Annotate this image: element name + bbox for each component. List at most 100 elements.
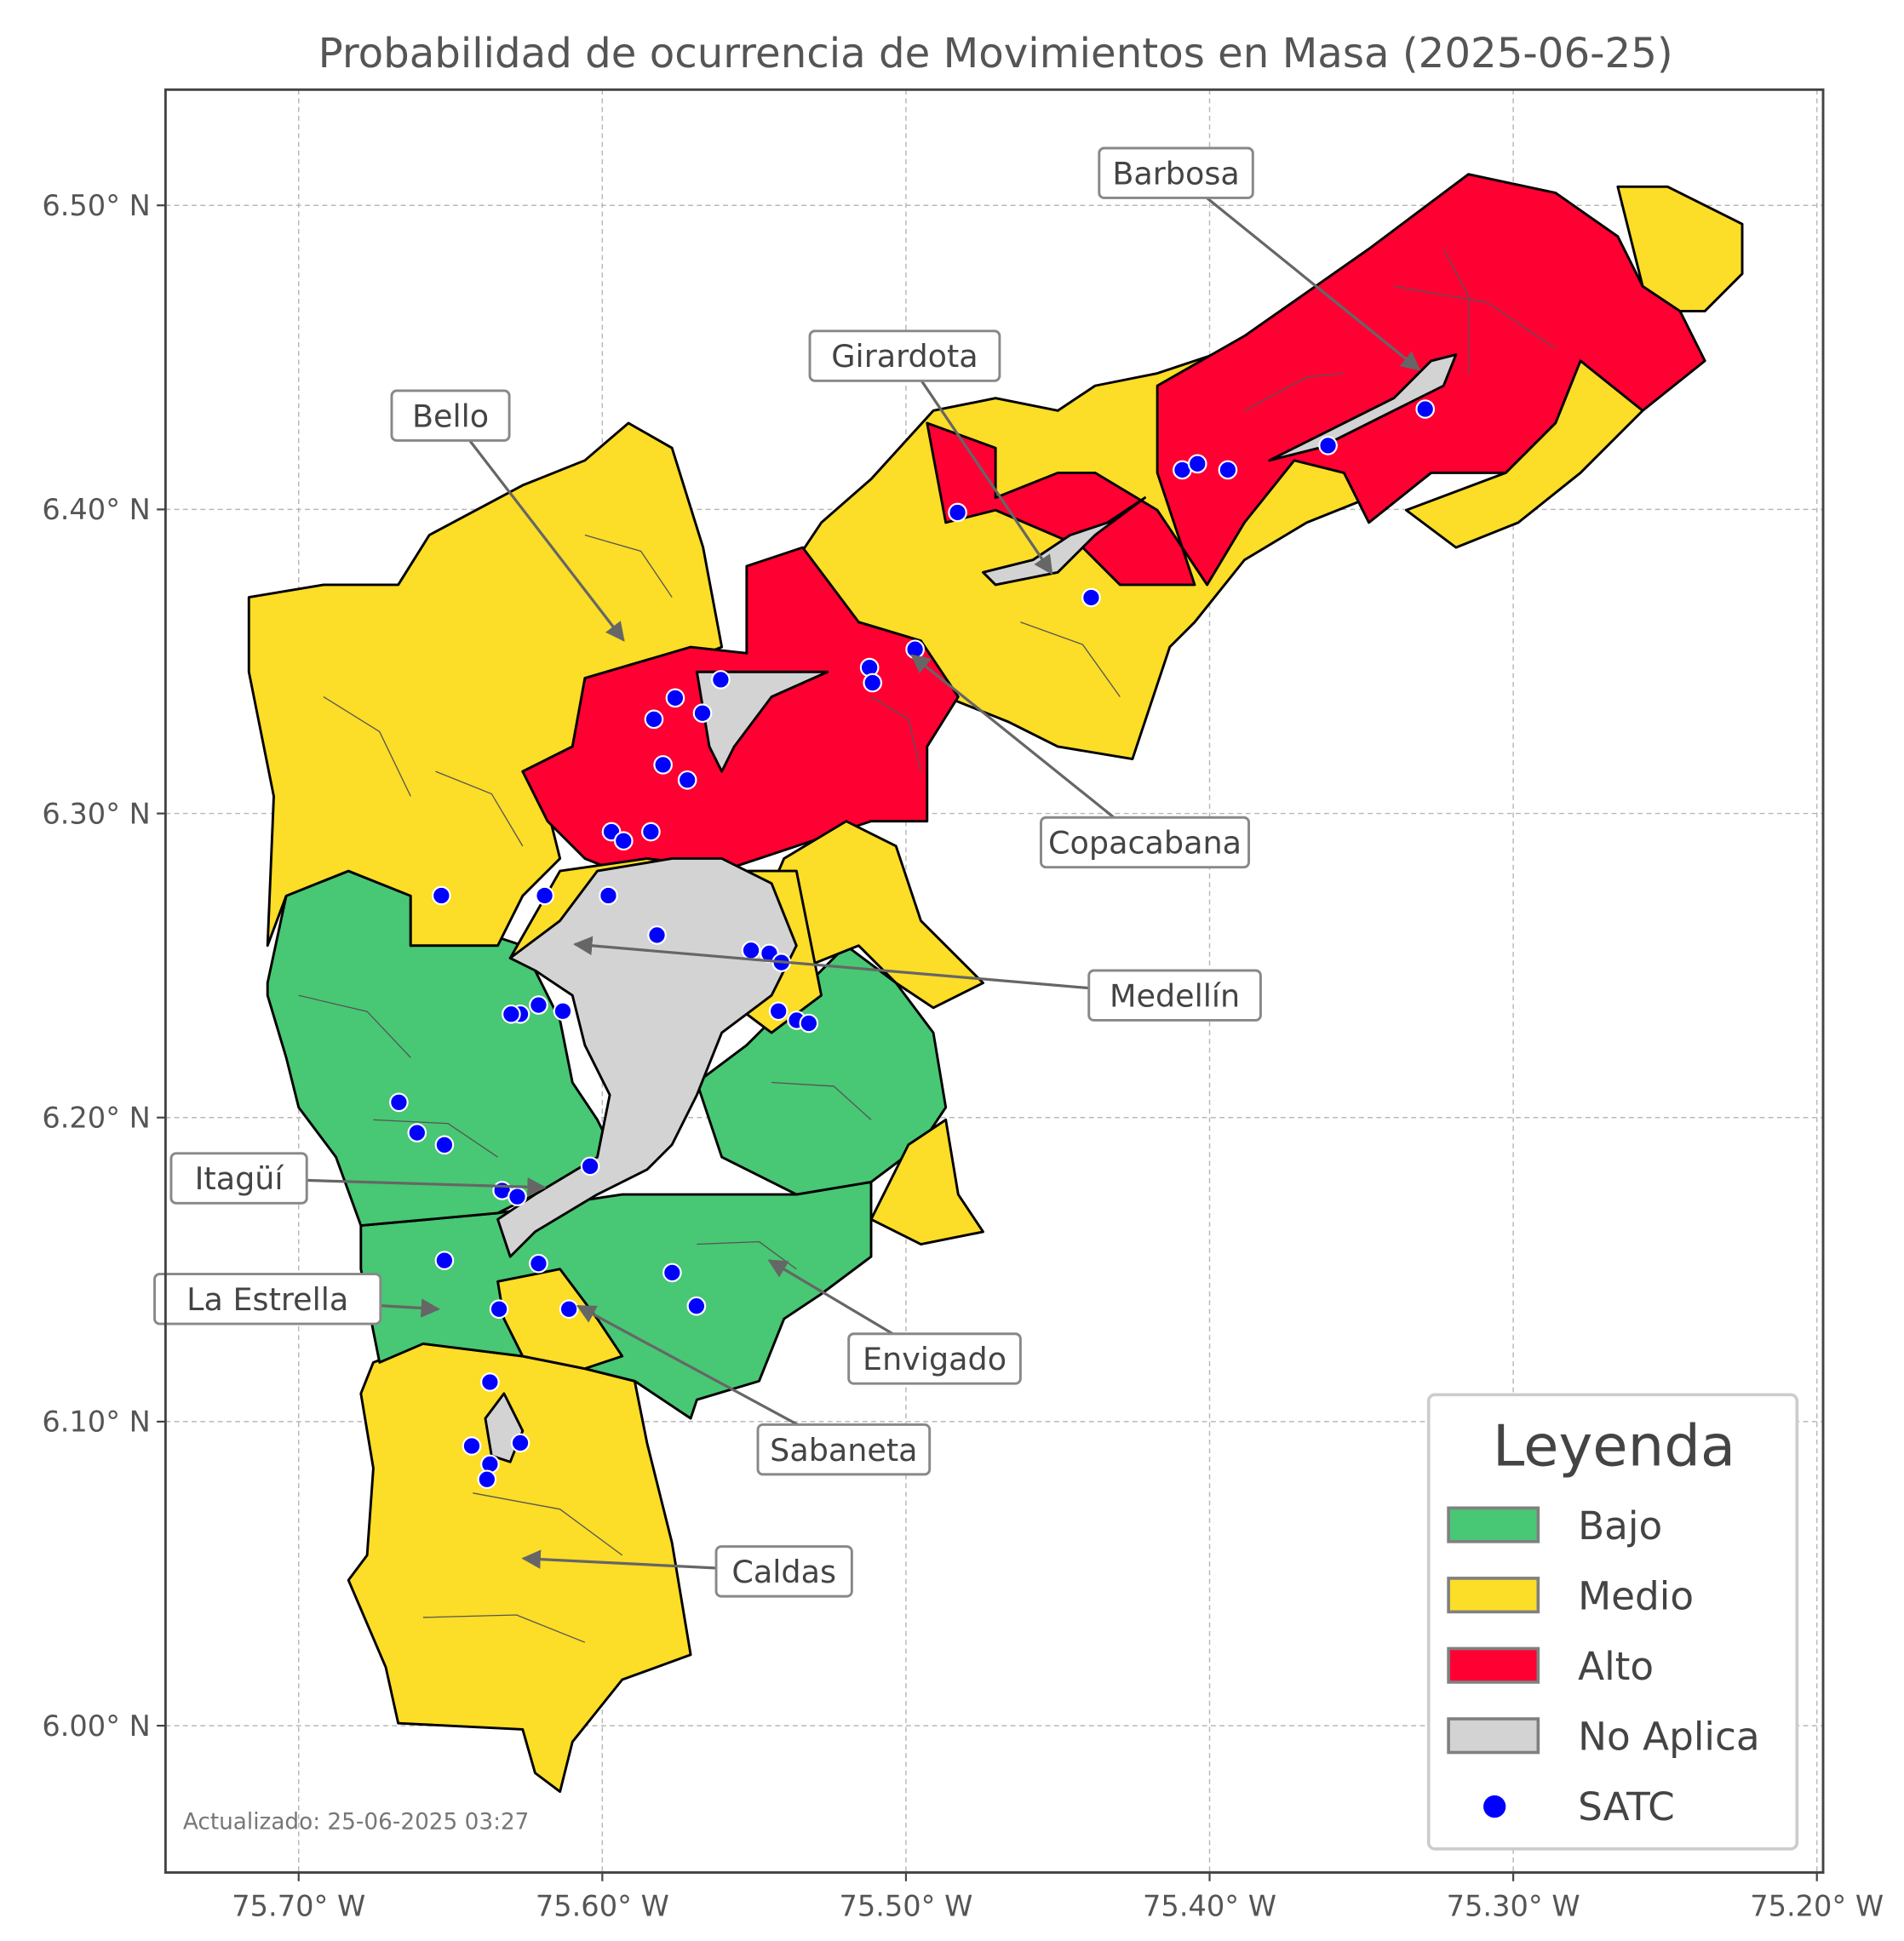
boundary-line — [435, 770, 524, 847]
satc-station-point — [535, 885, 554, 906]
satc-station-point — [480, 1372, 500, 1392]
satc-station-point — [580, 1156, 600, 1177]
annotation-arrow — [903, 355, 1053, 575]
legend-label: SATC — [1578, 1784, 1675, 1829]
annotation-itagüí: Itagüí — [169, 1152, 547, 1205]
urban-girardota — [982, 496, 1146, 587]
satc-station-point — [502, 1004, 521, 1024]
satc-station-point — [692, 703, 713, 724]
annotation-box — [756, 1423, 932, 1476]
y-tick-label: 6.00° N — [42, 1709, 150, 1743]
boundary-line — [870, 696, 922, 772]
annotation-box — [1087, 969, 1262, 1022]
annotation-sabaneta: Sabaneta — [576, 1304, 932, 1476]
y-tick-label: 6.40° N — [42, 493, 150, 526]
annotation-girardota: Girardota — [808, 329, 1053, 575]
map-title: Probabilidad de ocurrencia de Movimiento… — [318, 30, 1673, 77]
satc-station-point — [1218, 460, 1238, 480]
legend-item-medio: Medio — [1447, 1573, 1694, 1618]
annotation-label: Bello — [412, 398, 489, 434]
boundary-line — [1442, 249, 1470, 374]
region-barbosa-southeast — [1404, 359, 1644, 549]
annotation-label: Copacabana — [1048, 825, 1242, 862]
annotation-box — [390, 389, 511, 442]
annotation-box — [714, 1545, 853, 1598]
annotation-arrow — [910, 654, 1146, 844]
satc-station-point — [462, 1436, 482, 1456]
annotation-box — [1098, 146, 1254, 199]
region-barbosa-northeast — [1616, 185, 1744, 312]
annotation-label: Caldas — [731, 1554, 836, 1590]
x-tick-label: 75.50° W — [839, 1890, 972, 1923]
satc-station-point — [741, 940, 761, 960]
region-girardota — [926, 421, 1196, 587]
satc-station-point — [434, 1251, 455, 1270]
legend-item-alto: Alto — [1447, 1644, 1654, 1689]
boundary-line — [373, 1119, 498, 1158]
annotation-box — [153, 1273, 382, 1325]
y-tick-label: 6.20° N — [42, 1101, 150, 1134]
satc-station-point — [948, 502, 967, 523]
boundary-line — [584, 534, 673, 598]
legend-label: No Aplica — [1578, 1715, 1760, 1760]
x-tick-label: 75.20° W — [1750, 1890, 1884, 1923]
satc-station-point — [644, 709, 664, 730]
satc-station-point — [1318, 436, 1338, 455]
annotation-box — [808, 329, 1001, 382]
annotation-la-estrella: La Estrella — [153, 1273, 441, 1325]
satc-station-point — [599, 885, 618, 906]
boundary-line — [473, 1492, 623, 1556]
annotation-copacabana: Copacabana — [910, 654, 1251, 869]
boundary-line — [1393, 285, 1557, 349]
boundary-line — [298, 994, 411, 1058]
legend-label: Alto — [1578, 1644, 1654, 1689]
boundary-line — [422, 1614, 586, 1643]
legend-label: Medio — [1578, 1573, 1694, 1618]
risk-regions — [247, 173, 1744, 1794]
boundary-line — [1020, 621, 1121, 697]
satc-station-point — [529, 995, 548, 1015]
satc-station-point — [1081, 587, 1101, 608]
annotation-medellín: Medellín — [573, 936, 1262, 1022]
y-tick-label: 6.50° N — [42, 189, 150, 222]
satc-station-point — [665, 688, 685, 708]
satc-station-point — [768, 1001, 789, 1022]
x-tick-label: 75.40° W — [1143, 1890, 1276, 1923]
annotation-box — [1040, 816, 1251, 869]
urban-bello-river — [695, 670, 829, 773]
legend-item-no-aplica: No Aplica — [1447, 1715, 1760, 1760]
satc-station-point — [711, 670, 731, 690]
annotation-arrow — [449, 415, 625, 642]
satc-station-point — [553, 1001, 573, 1022]
satc-station-point — [662, 1263, 682, 1283]
x-tick-label: 75.30° W — [1447, 1890, 1580, 1923]
satc-station-point — [686, 1296, 707, 1316]
annotation-box — [847, 1332, 1022, 1385]
annotation-barbosa: Barbosa — [1098, 146, 1421, 371]
annotation-label: La Estrella — [186, 1281, 348, 1318]
region-envigado-east — [869, 1118, 984, 1245]
annotation-bello: Bello — [390, 389, 625, 642]
annotation-label: Sabaneta — [770, 1432, 917, 1469]
legend-marker — [1483, 1795, 1506, 1818]
plot-frame — [163, 88, 1825, 1875]
update-timestamp: Actualizado: 25-06-2025 03:27 — [183, 1809, 530, 1835]
satc-station-point — [1187, 454, 1207, 474]
annotation-arrow — [1175, 171, 1421, 371]
boundary-line — [1244, 372, 1345, 411]
region-south-valley — [359, 1180, 873, 1420]
region-sabaneta — [496, 1268, 624, 1371]
satc-station-point — [1415, 399, 1436, 419]
municipality-annotations: Barbosa Girardota Bello Copacabana Medellín I… — [153, 146, 1421, 1598]
satc-station-point — [863, 673, 883, 693]
satc-station-point — [559, 1299, 579, 1320]
satc-station-point — [613, 831, 634, 851]
satc-station-point — [529, 1253, 548, 1274]
annotation-label: Envigado — [863, 1341, 1006, 1377]
legend-swatch — [1447, 1717, 1540, 1755]
x-axis: 75.70° W 75.60° W 75.50° W 75.40° W 75.30° W… — [232, 1872, 1884, 1923]
annotation-label: Itagüí — [195, 1160, 285, 1197]
annotation-label: Girardota — [831, 338, 978, 375]
legend: Leyenda Bajo Medio Alto No Aplica SATC — [1426, 1393, 1799, 1851]
